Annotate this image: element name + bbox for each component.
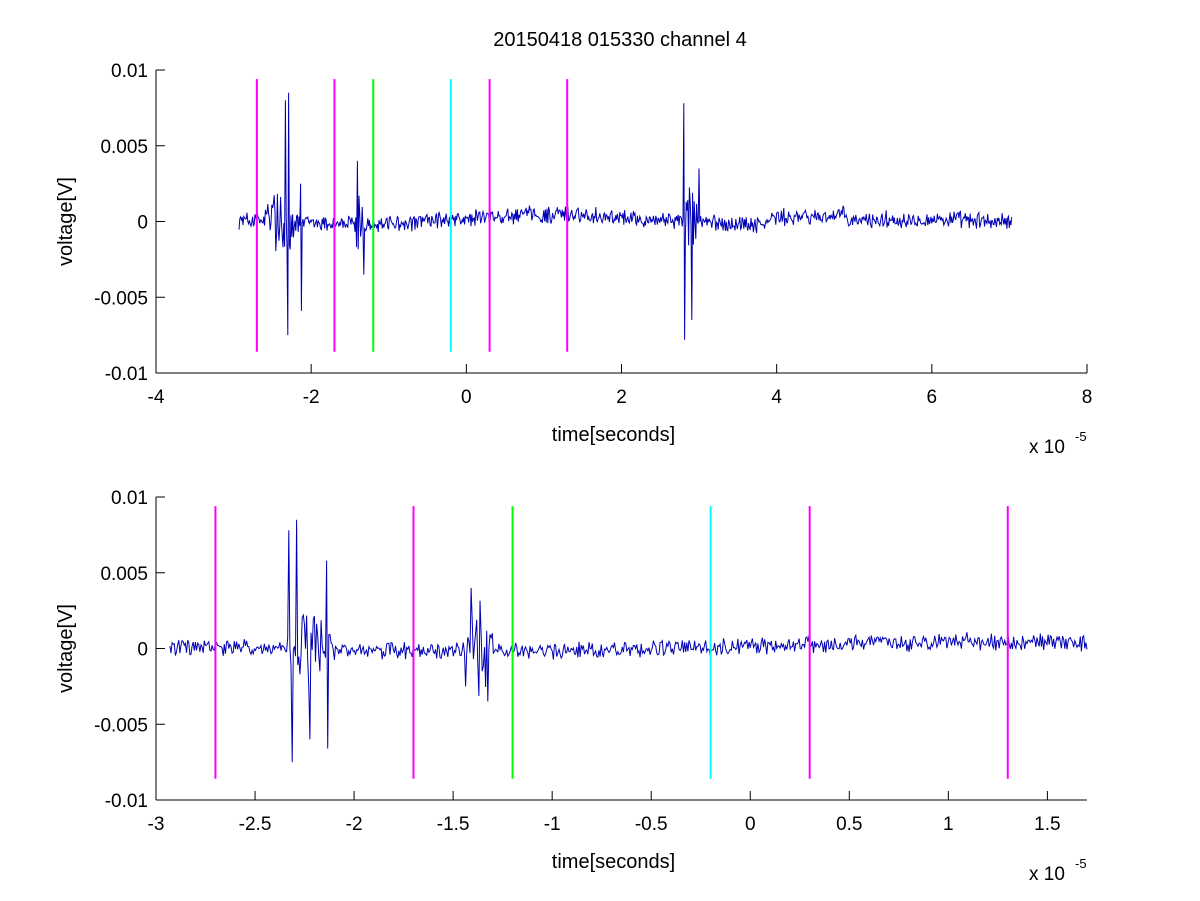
bottom-x-tick-label: -0.5: [635, 814, 668, 835]
bottom-x-tick-label: -3: [148, 814, 165, 835]
top-x-multiplier-exponent: -5: [1075, 429, 1087, 444]
top-x-tick-label: 4: [771, 387, 782, 408]
top-x-axis-title: time[seconds]: [552, 424, 675, 446]
bottom-x-multiplier: x 10: [1029, 864, 1065, 885]
bottom-y-tick-label: 0: [137, 640, 148, 661]
bottom-plot-panel: -0.01 -0.005 0 0.005 0.01 -3 -2.5 -2 -1.5 -1 -0.5 0…: [55, 488, 1088, 885]
bottom-x-tick-label: -1.5: [437, 814, 470, 835]
bottom-y-tick-label: -0.005: [94, 715, 148, 736]
top-y-tick-label: 0.01: [111, 61, 148, 82]
top-x-tick-label: 8: [1082, 387, 1093, 408]
bottom-x-tick-label: 1.5: [1034, 814, 1060, 835]
bottom-x-tick-label: -2.5: [239, 814, 272, 835]
top-y-axis-title: voltage[V]: [55, 177, 77, 266]
top-y-tick-label: -0.005: [94, 288, 148, 309]
top-x-tick-label: -4: [148, 387, 165, 408]
bottom-x-tick-label: 1: [943, 814, 954, 835]
bottom-x-axis-title: time[seconds]: [552, 851, 675, 873]
top-x-tick-label: 0: [461, 387, 472, 408]
bottom-x-tick-label: -2: [346, 814, 363, 835]
top-signal-line: [238, 92, 1013, 340]
top-x-tick-label: 2: [616, 387, 627, 408]
top-y-tick-label: 0: [137, 213, 148, 234]
top-plot-panel: -0.01 -0.005 0 0.005 0.01 -4 -2 0 2 4 6 8 time[secon…: [55, 61, 1092, 458]
bottom-x-tick-label: -1: [544, 814, 561, 835]
top-x-tick-label: -2: [303, 387, 320, 408]
top-y-tick-label: 0.005: [100, 137, 148, 158]
top-x-tick-label: 6: [927, 387, 938, 408]
bottom-y-tick-label: 0.01: [111, 488, 148, 509]
top-y-tick-label: -0.01: [105, 364, 148, 385]
chart-title: 20150418 015330 channel 4: [493, 29, 747, 51]
bottom-y-tick-label: 0.005: [100, 564, 148, 585]
bottom-y-axis-title: voltage[V]: [55, 604, 77, 693]
bottom-x-tick-label: 0: [745, 814, 756, 835]
bottom-signal-line: [169, 519, 1088, 763]
bottom-x-multiplier-exponent: -5: [1075, 856, 1087, 871]
top-x-multiplier: x 10: [1029, 437, 1065, 458]
bottom-y-tick-label: -0.01: [105, 791, 148, 812]
bottom-x-tick-label: 0.5: [836, 814, 862, 835]
